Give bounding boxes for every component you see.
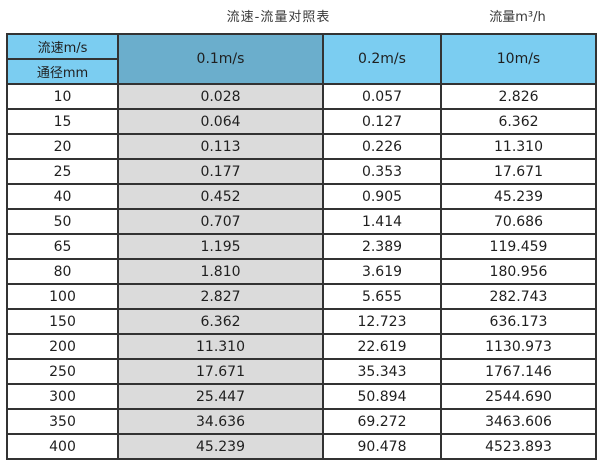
flow-value-cell: 119.459 [440, 233, 597, 260]
caption-row: 流速-流量对照表 流量m³/h [6, 4, 595, 26]
diameter-cell: 20 [6, 133, 119, 160]
flow-value-cell: 2.826 [440, 83, 597, 110]
diameter-cell: 25 [6, 158, 119, 185]
table-row: 400 45.239 90.478 4523.893 [6, 433, 597, 460]
table-row: 250 17.671 35.343 1767.146 [6, 358, 597, 385]
flow-value-cell: 0.226 [322, 133, 442, 160]
flow-value-cell: 0.028 [117, 83, 324, 110]
table-row: 80 1.810 3.619 180.956 [6, 258, 597, 285]
table-row: 15 0.064 0.127 6.362 [6, 108, 597, 135]
corner-diameter-label: 通径mm [6, 58, 119, 85]
flow-value-cell: 50.894 [322, 383, 442, 410]
table-row: 150 6.362 12.723 636.173 [6, 308, 597, 335]
diameter-cell: 300 [6, 383, 119, 410]
velocity-flow-table: 流速m/s 0.1m/s 0.2m/s 10m/s 通径mm 10 0.028 0.… [6, 33, 597, 460]
diameter-cell: 350 [6, 408, 119, 435]
diameter-cell: 200 [6, 333, 119, 360]
flow-value-cell: 2.827 [117, 283, 324, 310]
flow-value-cell: 45.239 [440, 183, 597, 210]
flow-value-cell: 34.636 [117, 408, 324, 435]
diameter-cell: 80 [6, 258, 119, 285]
table-row: 200 11.310 22.619 1130.973 [6, 333, 597, 360]
diameter-cell: 10 [6, 83, 119, 110]
table-row: 10 0.028 0.057 2.826 [6, 83, 597, 110]
table-row: 40 0.452 0.905 45.239 [6, 183, 597, 210]
flow-value-cell: 1767.146 [440, 358, 597, 385]
diameter-cell: 250 [6, 358, 119, 385]
header-row-top: 流速m/s 0.1m/s 0.2m/s 10m/s [6, 33, 597, 85]
flow-value-cell: 35.343 [322, 358, 442, 385]
diameter-cell: 100 [6, 283, 119, 310]
flow-value-cell: 22.619 [322, 333, 442, 360]
flow-value-cell: 0.057 [322, 83, 442, 110]
page-title: 流速-流量对照表 [226, 9, 331, 25]
flow-value-cell: 11.310 [440, 133, 597, 160]
header-row-bottom: 通径mm [6, 58, 596, 85]
table-row: 20 0.113 0.226 11.310 [6, 133, 597, 160]
flow-value-cell: 6.362 [117, 308, 324, 335]
flow-value-cell: 180.956 [440, 258, 597, 285]
flow-value-cell: 17.671 [440, 158, 597, 185]
flow-value-cell: 4523.893 [440, 433, 597, 460]
flow-value-cell: 282.743 [440, 283, 597, 310]
table-row: 25 0.177 0.353 17.671 [6, 158, 597, 185]
table-header: 流速m/s 0.1m/s 0.2m/s 10m/s 通径mm [6, 33, 597, 85]
corner-velocity-label: 流速m/s [6, 33, 119, 60]
table-row: 350 34.636 69.272 3463.606 [6, 408, 597, 435]
flow-value-cell: 3.619 [322, 258, 442, 285]
flow-value-cell: 25.447 [117, 383, 324, 410]
flow-value-cell: 12.723 [322, 308, 442, 335]
column-header-0-2ms: 0.2m/s [322, 33, 442, 85]
diameter-cell: 150 [6, 308, 119, 335]
table-row: 100 2.827 5.655 282.743 [6, 283, 597, 310]
flow-value-cell: 2544.690 [440, 383, 597, 410]
flow-value-cell: 1.810 [117, 258, 324, 285]
flow-value-cell: 0.353 [322, 158, 442, 185]
diameter-cell: 40 [6, 183, 119, 210]
flow-value-cell: 5.655 [322, 283, 442, 310]
flow-value-cell: 0.127 [322, 108, 442, 135]
diameter-cell: 400 [6, 433, 119, 460]
table-row: 300 25.447 50.894 2544.690 [6, 383, 597, 410]
flow-unit-label: 流量m³/h [489, 9, 546, 25]
diameter-cell: 50 [6, 208, 119, 235]
column-header-0-1ms: 0.1m/s [117, 33, 324, 85]
diameter-cell: 65 [6, 233, 119, 260]
flow-value-cell: 45.239 [117, 433, 324, 460]
flow-value-cell: 636.173 [440, 308, 597, 335]
flow-value-cell: 70.686 [440, 208, 597, 235]
flow-value-cell: 0.452 [117, 183, 324, 210]
flow-value-cell: 1130.973 [440, 333, 597, 360]
flow-value-cell: 2.389 [322, 233, 442, 260]
table-body: 10 0.028 0.057 2.826 15 0.064 0.127 6.362 20 0.11… [6, 83, 597, 460]
flow-value-cell: 0.707 [117, 208, 324, 235]
flow-value-cell: 90.478 [322, 433, 442, 460]
diameter-cell: 15 [6, 108, 119, 135]
table-row: 50 0.707 1.414 70.686 [6, 208, 597, 235]
flow-value-cell: 0.064 [117, 108, 324, 135]
flow-value-cell: 1.195 [117, 233, 324, 260]
flow-value-cell: 11.310 [117, 333, 324, 360]
flow-value-cell: 17.671 [117, 358, 324, 385]
flow-value-cell: 0.905 [322, 183, 442, 210]
flow-value-cell: 1.414 [322, 208, 442, 235]
column-header-10ms: 10m/s [440, 33, 597, 85]
flow-value-cell: 6.362 [440, 108, 597, 135]
table-row: 65 1.195 2.389 119.459 [6, 233, 597, 260]
flow-value-cell: 69.272 [322, 408, 442, 435]
flow-value-cell: 3463.606 [440, 408, 597, 435]
flow-value-cell: 0.113 [117, 133, 324, 160]
flow-value-cell: 0.177 [117, 158, 324, 185]
